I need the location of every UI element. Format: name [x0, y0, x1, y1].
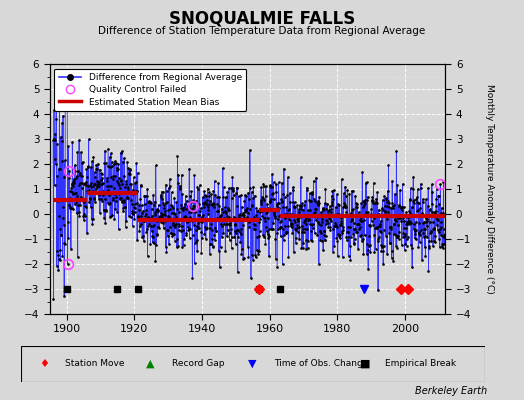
Text: Time of Obs. Change: Time of Obs. Change: [274, 360, 368, 368]
Y-axis label: Monthly Temperature Anomaly Difference (°C): Monthly Temperature Anomaly Difference (…: [485, 84, 494, 294]
Text: SNOQUALMIE FALLS: SNOQUALMIE FALLS: [169, 10, 355, 28]
Text: ▲: ▲: [146, 359, 155, 369]
Text: Empirical Break: Empirical Break: [385, 360, 456, 368]
Legend: Difference from Regional Average, Quality Control Failed, Estimated Station Mean: Difference from Regional Average, Qualit…: [54, 68, 246, 111]
Text: Difference of Station Temperature Data from Regional Average: Difference of Station Temperature Data f…: [99, 26, 425, 36]
Text: Record Gap: Record Gap: [172, 360, 224, 368]
Text: ▼: ▼: [248, 359, 257, 369]
Text: ■: ■: [359, 359, 370, 369]
Text: Station Move: Station Move: [65, 360, 125, 368]
Text: ♦: ♦: [39, 359, 49, 369]
Text: Berkeley Earth: Berkeley Earth: [415, 386, 487, 396]
